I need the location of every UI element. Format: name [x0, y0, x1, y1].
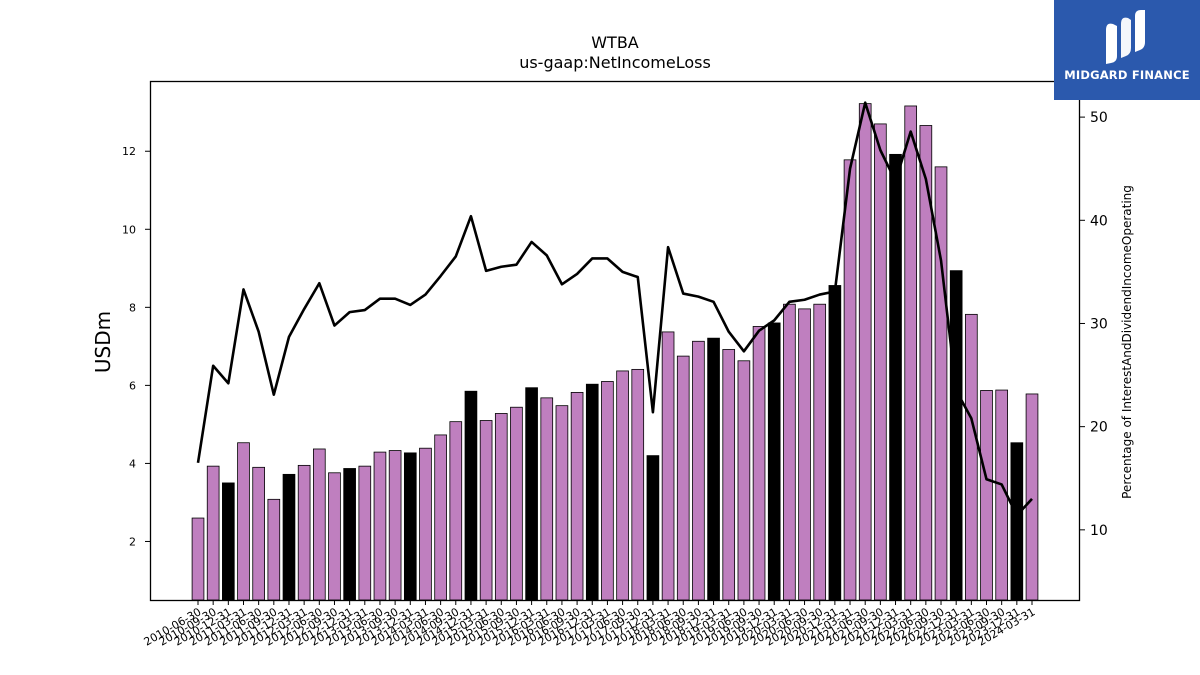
- bar-2019-03-31: [722, 349, 736, 601]
- bar-2021-09-30: [874, 123, 887, 601]
- bar-2020-03-31: [783, 303, 796, 601]
- brand-name: MIDGARD FINANCE: [1064, 68, 1190, 82]
- y-axis-label: USDm: [91, 311, 115, 373]
- bar-2021-06-30: [858, 103, 872, 601]
- bar-2021-03-31: [843, 159, 857, 601]
- bar-2020-09-30: [813, 303, 827, 601]
- bar-2020-06-30: [798, 308, 811, 601]
- bar-2017-09-30: [631, 368, 645, 601]
- bar-2014-03-31: [419, 447, 432, 601]
- y-tick-label: 2: [129, 535, 136, 548]
- bar-2019-09-30: [752, 326, 766, 601]
- y-tick-label: 4: [129, 457, 136, 470]
- bar-2016-09-30: [570, 391, 584, 601]
- y-tick-label: 8: [129, 301, 136, 314]
- y2-tick-label: 30: [1090, 316, 1108, 332]
- bar-2023-12-31: [1010, 442, 1024, 601]
- bar-2012-03-31: [297, 464, 311, 601]
- bar-2012-06-30: [312, 448, 326, 601]
- bar-2017-06-30: [616, 370, 629, 601]
- bar-2021-12-31: [889, 153, 902, 601]
- y2-axis-label: Percentage of InterestAndDividendIncomeO…: [1120, 185, 1134, 499]
- bar-2022-12-31: [949, 270, 963, 601]
- y-tick-label: 10: [122, 223, 136, 236]
- bar-2016-12-31: [585, 383, 599, 601]
- midgard-logo-icon: [1106, 10, 1145, 65]
- bar-2013-03-31: [358, 465, 372, 601]
- bar-2019-06-30: [737, 360, 751, 601]
- bar-2015-03-31: [479, 420, 493, 601]
- y-tick-label: 6: [129, 379, 136, 392]
- y-tick-label: 12: [122, 145, 136, 158]
- bar-2015-09-30: [510, 406, 523, 601]
- bar-2016-03-31: [540, 397, 554, 601]
- left-axis-ticks: 2 4 6 8 10 12: [122, 145, 150, 548]
- bar-2018-12-31: [707, 337, 720, 601]
- y2-tick-label: 50: [1090, 110, 1108, 126]
- x-axis-ticks: 2010-06-302010-09-302010-12-312011-03-31…: [142, 600, 1038, 649]
- bar-2022-03-31: [904, 105, 918, 601]
- bar-2011-09-30: [267, 498, 281, 601]
- bar-2019-12-31: [767, 322, 781, 601]
- bar-2014-09-30: [449, 421, 463, 601]
- bar-2017-03-31: [601, 381, 614, 601]
- bar-2014-12-31: [464, 390, 478, 601]
- bar-2012-12-31: [343, 468, 356, 601]
- bar-2012-09-30: [328, 472, 341, 601]
- bar-group: [191, 103, 1039, 601]
- bar-2018-09-30: [692, 340, 705, 601]
- bar-2013-09-30: [388, 450, 402, 601]
- chart-subtitle: us-gaap:NetIncomeLoss: [519, 53, 711, 72]
- right-axis-ticks: 10 20 30 40 50: [1080, 110, 1108, 539]
- bar-2010-06-30: [191, 517, 205, 601]
- bar-2015-12-31: [525, 387, 538, 601]
- plot-frame: [149, 80, 1081, 602]
- bar-2010-09-30: [206, 465, 220, 601]
- bar-2011-12-31: [282, 473, 296, 601]
- y2-tick-label: 10: [1090, 523, 1108, 539]
- brand-logo: MIDGARD FINANCE: [1054, 0, 1200, 100]
- bar-2014-06-30: [434, 434, 447, 601]
- bar-2018-03-31: [661, 331, 675, 601]
- bar-2010-12-31: [222, 482, 235, 601]
- bar-2018-06-30: [676, 355, 690, 601]
- chart-title: WTBA: [591, 33, 639, 52]
- bar-2023-06-30: [980, 390, 993, 601]
- bar-2020-12-31: [828, 285, 842, 601]
- y2-tick-label: 20: [1090, 420, 1108, 436]
- ratio-line: [196, 101, 1033, 517]
- bar-2011-06-30: [252, 466, 265, 601]
- bar-2024-03-31: [1025, 393, 1039, 601]
- y2-tick-label: 40: [1090, 213, 1108, 229]
- bar-2013-12-31: [403, 452, 417, 601]
- bar-2011-03-31: [237, 442, 250, 601]
- bar-2017-12-31: [646, 455, 660, 601]
- bar-2015-06-30: [494, 413, 508, 601]
- bar-2016-06-30: [555, 405, 569, 601]
- bar-2013-06-30: [373, 451, 387, 601]
- bar-2023-03-31: [965, 313, 978, 601]
